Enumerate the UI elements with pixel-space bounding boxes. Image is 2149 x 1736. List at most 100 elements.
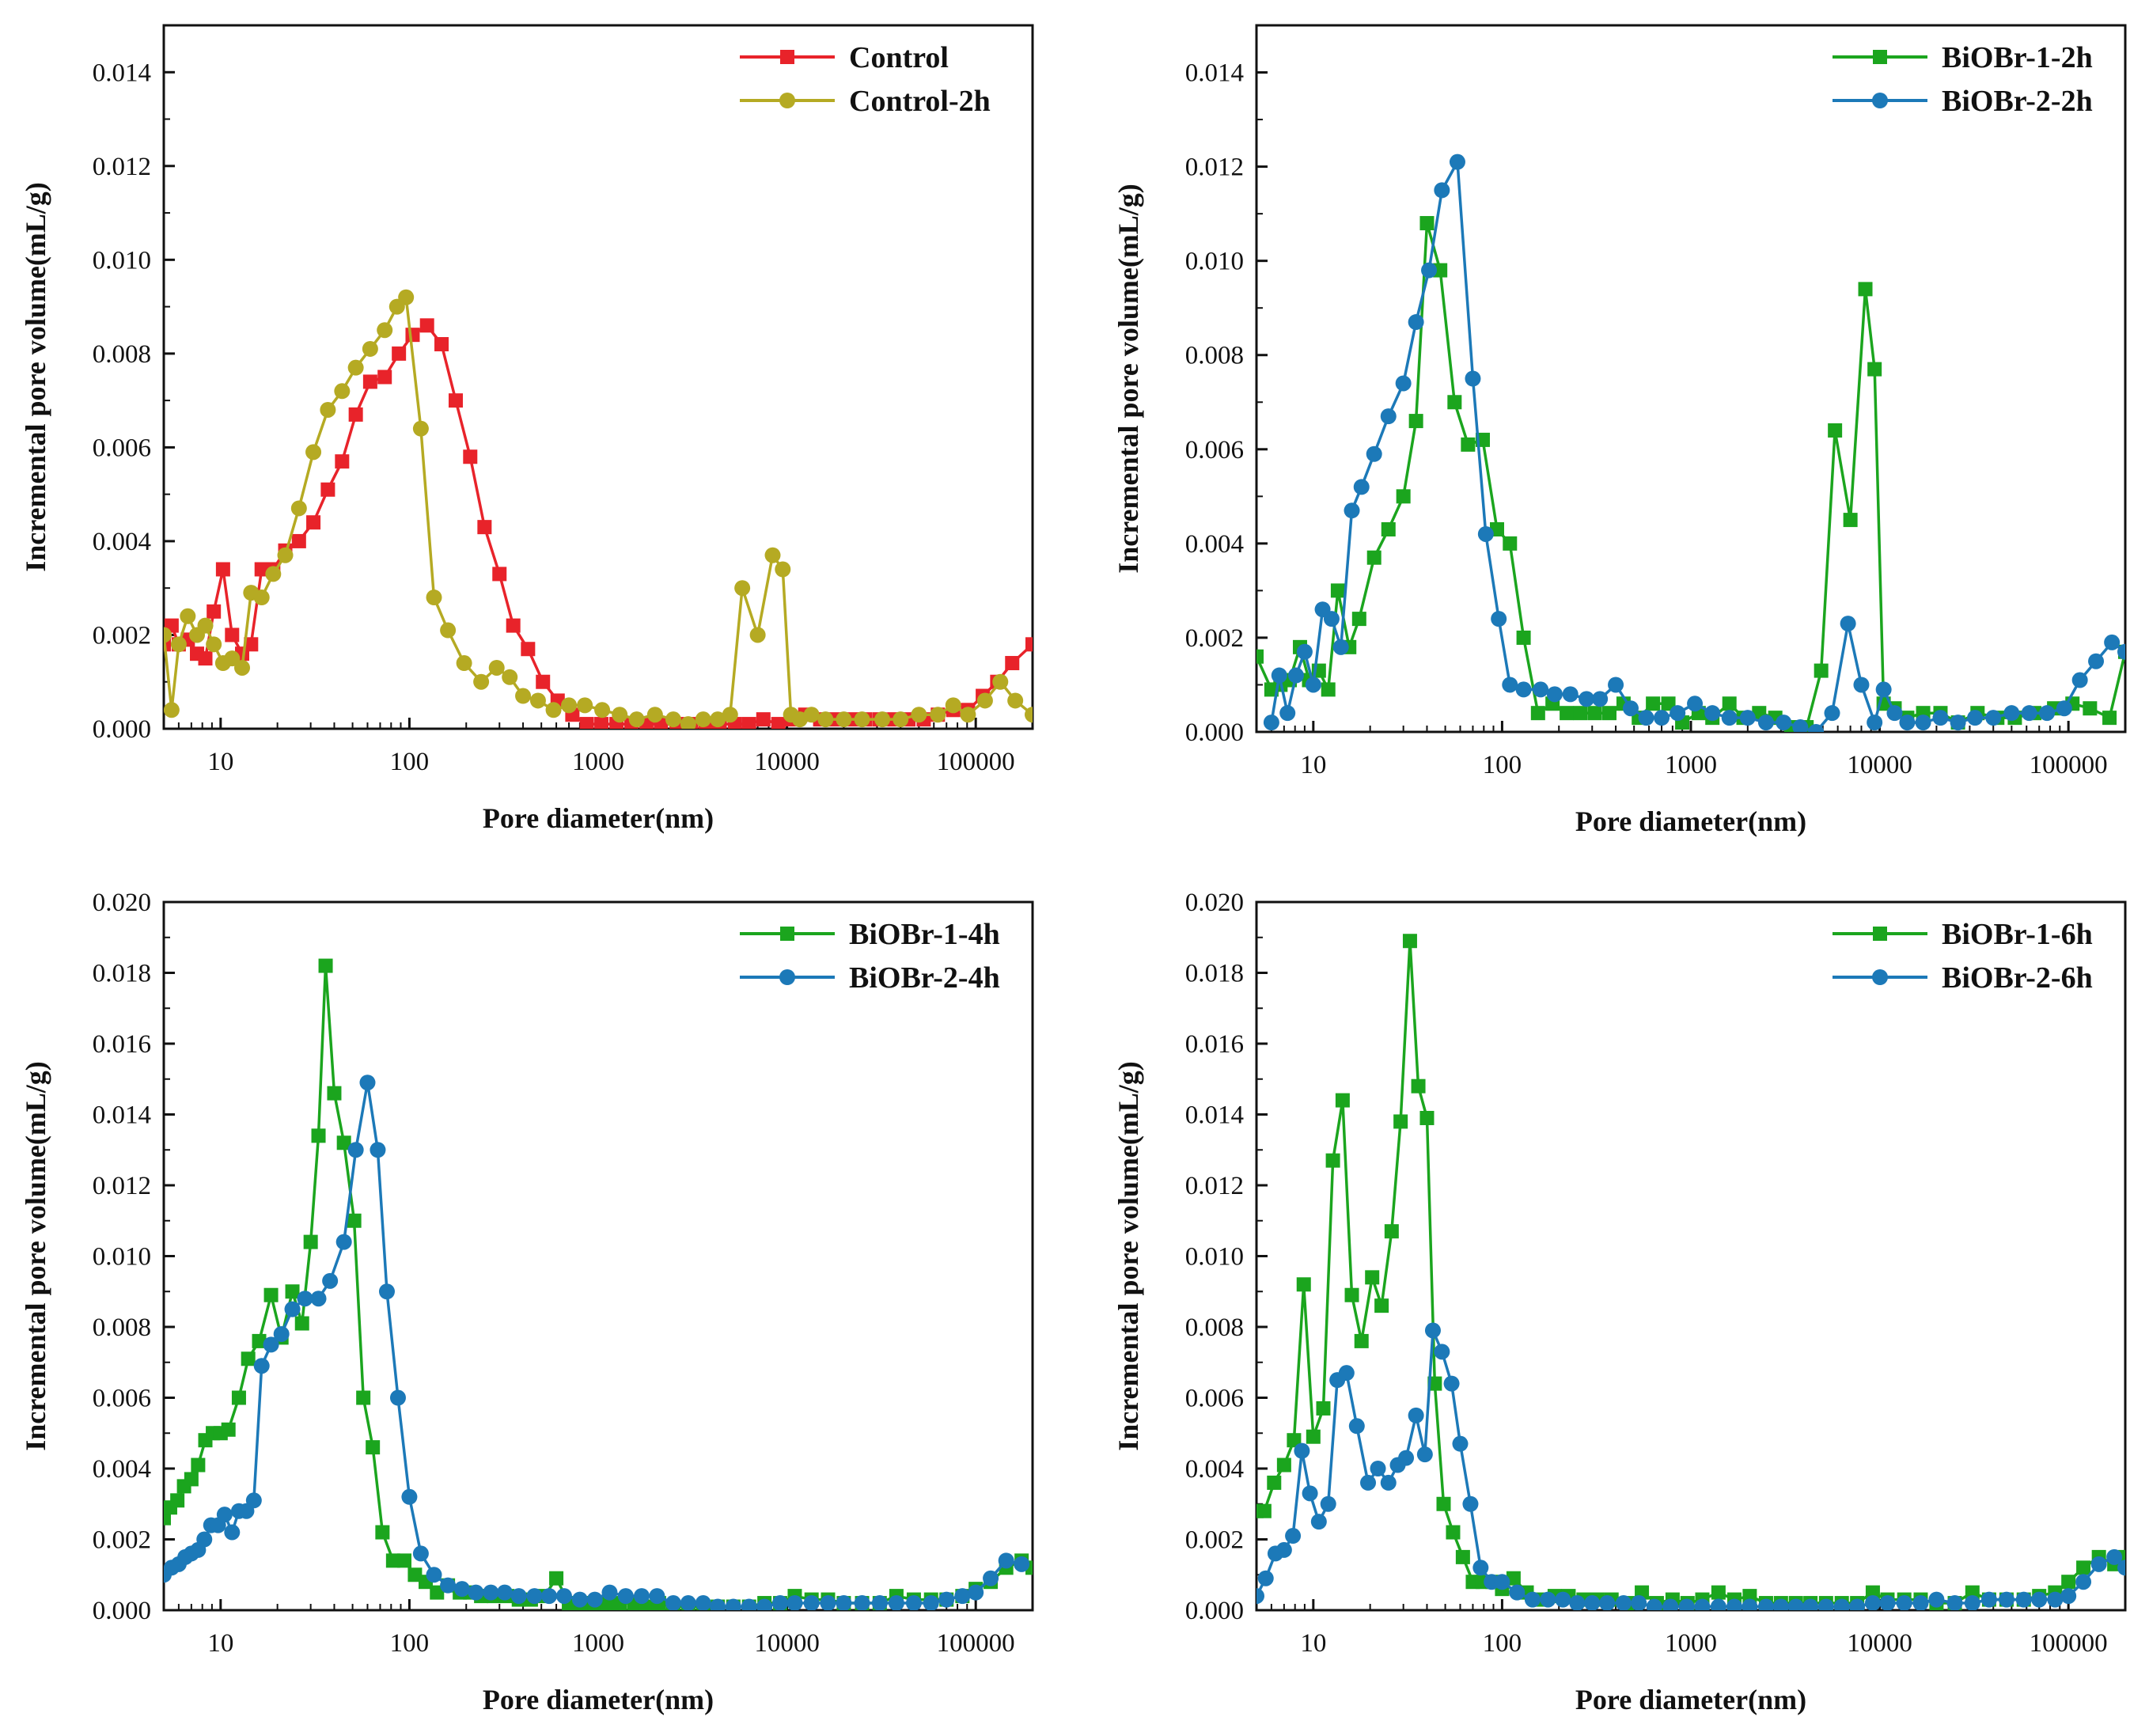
y-tick-label: 0.000 xyxy=(93,1597,151,1625)
data-point xyxy=(1393,1114,1408,1129)
data-point xyxy=(483,1584,499,1601)
y-tick-label: 0.008 xyxy=(93,1313,151,1342)
data-point xyxy=(1419,1110,1435,1125)
data-point xyxy=(1007,692,1024,709)
data-point xyxy=(1524,1591,1541,1608)
data-point xyxy=(356,1390,371,1405)
data-point xyxy=(1792,719,1809,732)
data-point xyxy=(871,1595,888,1610)
data-point xyxy=(2003,705,2020,722)
y-tick-label: 0.004 xyxy=(93,1455,151,1484)
data-point xyxy=(426,1567,442,1583)
data-point xyxy=(1461,437,1476,452)
data-point xyxy=(695,711,711,728)
data-point xyxy=(318,958,333,973)
data-point xyxy=(473,673,490,690)
series-BiOBr-1-6h xyxy=(1256,934,2125,1610)
data-point xyxy=(1814,663,1829,678)
data-point xyxy=(536,674,551,689)
data-point xyxy=(594,702,611,718)
y-tick-label: 0.006 xyxy=(1185,1385,1244,1413)
x-tick-label: 100 xyxy=(1483,751,1522,779)
data-point xyxy=(2090,1556,2107,1572)
series-BiOBr-1-2h xyxy=(1256,216,2125,732)
data-point xyxy=(1263,714,1279,731)
y-tick-label: 0.020 xyxy=(93,889,151,917)
data-point xyxy=(377,370,392,385)
data-point xyxy=(1408,314,1424,331)
data-point xyxy=(234,659,251,676)
data-point xyxy=(1587,706,1602,721)
data-point xyxy=(253,1358,270,1374)
data-point xyxy=(164,702,180,718)
data-point xyxy=(775,561,791,578)
chart-panel-bottom-right: 0.000 0.002 0.004 0.006 0.008 0.010 0.012 0.014… xyxy=(1112,889,2127,1715)
data-point xyxy=(2047,1591,2064,1608)
data-point xyxy=(1296,1277,1311,1292)
data-point xyxy=(1381,522,1396,537)
y-axis-title: Incremental pore volume(mL/g) xyxy=(1112,1061,1144,1451)
series-BiOBr-1-4h xyxy=(164,958,1033,1610)
x-axis-title: Pore diameter(nm) xyxy=(1575,805,1806,837)
data-point xyxy=(526,1588,543,1605)
data-point xyxy=(1569,1595,1586,1610)
data-point xyxy=(1867,714,1883,731)
y-axis-title: Incremental pore volume(mL/g) xyxy=(20,1061,51,1451)
data-point xyxy=(184,1472,199,1487)
data-point xyxy=(628,711,645,728)
data-point xyxy=(836,1595,852,1610)
data-point xyxy=(1573,706,1588,721)
data-point xyxy=(215,562,230,577)
data-point xyxy=(396,1553,411,1568)
y-tick-label: 0.000 xyxy=(1185,718,1244,747)
y-tick-label: 0.008 xyxy=(1185,342,1244,370)
data-point xyxy=(1615,1595,1632,1610)
data-point xyxy=(1694,1598,1711,1610)
data-point xyxy=(254,562,269,577)
data-point xyxy=(1721,710,1738,726)
data-point xyxy=(426,589,442,606)
data-point xyxy=(1704,705,1721,722)
x-tick-label: 1000 xyxy=(572,1629,624,1658)
data-point xyxy=(398,289,415,305)
data-point xyxy=(1757,1598,1774,1610)
data-point xyxy=(1726,1598,1742,1610)
data-point xyxy=(1853,677,1870,693)
data-point xyxy=(1296,643,1313,660)
data-point xyxy=(1306,1429,1321,1444)
data-point xyxy=(1503,536,1518,551)
data-point xyxy=(1654,710,1670,726)
data-point xyxy=(310,1291,327,1307)
data-point xyxy=(1257,1570,1274,1586)
data-point xyxy=(322,1272,339,1289)
data-point xyxy=(1915,714,1931,731)
data-point xyxy=(998,1552,1014,1569)
y-tick-label: 0.012 xyxy=(93,1172,151,1200)
legend-marker xyxy=(780,927,794,941)
data-point xyxy=(1443,1375,1460,1392)
data-point xyxy=(225,627,240,642)
data-point xyxy=(207,604,222,619)
data-point xyxy=(1321,682,1336,697)
data-point xyxy=(1477,525,1494,542)
x-tick-label: 10000 xyxy=(754,748,820,776)
y-tick-label: 0.008 xyxy=(93,340,151,369)
data-point xyxy=(1325,1153,1340,1168)
data-point xyxy=(224,650,241,667)
data-point xyxy=(320,401,336,418)
data-point xyxy=(1287,667,1304,684)
data-point xyxy=(1472,1560,1489,1576)
data-point xyxy=(665,711,681,728)
data-point xyxy=(1879,1595,1896,1610)
x-tick-label: 10 xyxy=(207,748,233,776)
data-point xyxy=(1722,696,1737,711)
series-line xyxy=(164,1081,1022,1609)
data-point xyxy=(1267,1475,1282,1490)
legend-label: BiOBr-2-2h xyxy=(1942,85,2093,118)
data-point xyxy=(1402,934,1417,949)
legend-label: BiOBr-1-4h xyxy=(849,918,1000,951)
data-point xyxy=(1530,706,1545,721)
data-point xyxy=(1353,479,1370,495)
data-point xyxy=(1323,611,1340,627)
legend-label: BiOBr-1-2h xyxy=(1942,41,2093,74)
